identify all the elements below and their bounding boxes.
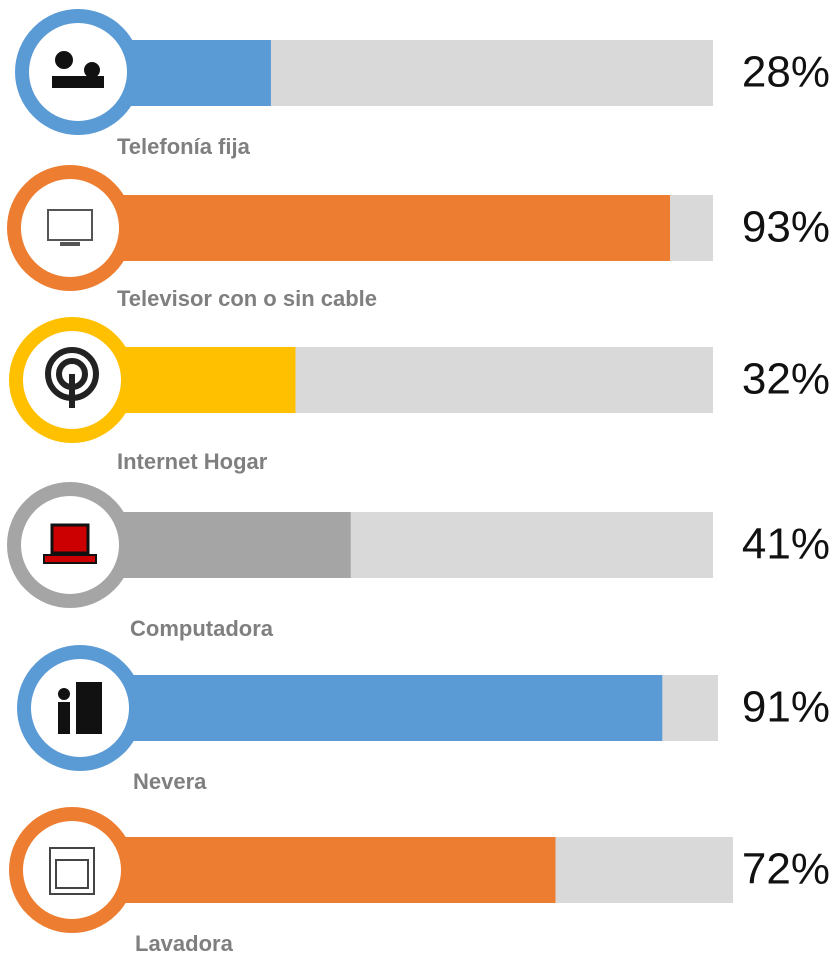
icon-part bbox=[58, 702, 70, 734]
bar bbox=[99, 837, 556, 903]
icon bbox=[49, 847, 95, 895]
icon-ring bbox=[15, 9, 141, 135]
icon bbox=[52, 51, 104, 88]
value-label: 28% bbox=[742, 48, 830, 97]
icon-part bbox=[43, 554, 97, 564]
value-label: 93% bbox=[742, 203, 830, 252]
icon bbox=[58, 682, 102, 734]
icon bbox=[43, 523, 97, 564]
category-label: Lavadora bbox=[135, 931, 234, 956]
icon bbox=[45, 347, 99, 408]
icon bbox=[47, 209, 93, 246]
icon-part bbox=[84, 62, 100, 78]
icon-part bbox=[55, 859, 89, 889]
category-label: Televisor con o sin cable bbox=[117, 286, 377, 311]
value-label: 41% bbox=[742, 520, 830, 569]
icon-part bbox=[69, 374, 75, 408]
icon-part bbox=[58, 688, 70, 700]
category-label: Telefonía fija bbox=[117, 134, 251, 159]
value-label: 32% bbox=[742, 355, 830, 404]
icon-part bbox=[47, 209, 93, 241]
category-label: Computadora bbox=[130, 616, 274, 641]
value-label: 91% bbox=[742, 683, 830, 732]
bar bbox=[99, 675, 663, 741]
icon-part bbox=[76, 682, 102, 734]
bar bbox=[99, 512, 351, 578]
icon-part bbox=[50, 523, 90, 555]
icon-part bbox=[52, 76, 104, 88]
icon-part bbox=[60, 242, 80, 246]
icon-part bbox=[49, 847, 95, 895]
value-label: 72% bbox=[742, 845, 830, 894]
bar bbox=[99, 195, 671, 261]
icon-part bbox=[55, 51, 73, 69]
category-label: Internet Hogar bbox=[117, 449, 268, 474]
category-label: Nevera bbox=[133, 769, 207, 794]
